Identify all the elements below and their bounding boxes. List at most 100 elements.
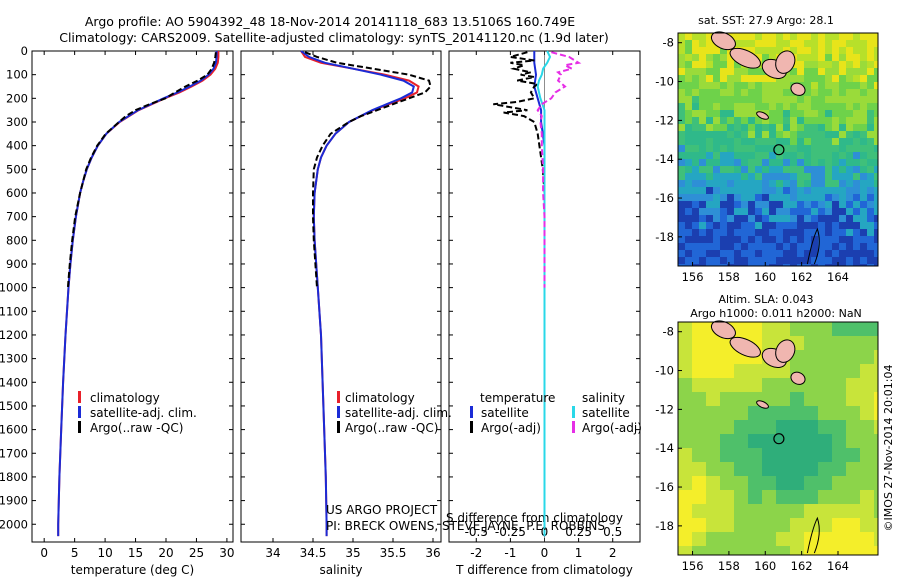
map-cell: [797, 61, 804, 68]
map-cell: [846, 117, 853, 124]
map-cell: [804, 131, 811, 138]
map-cell: [776, 124, 783, 131]
map-cell: [720, 194, 727, 201]
map-cell: [685, 222, 692, 229]
map-cell: [762, 201, 769, 208]
map-cell: [818, 173, 825, 180]
map-cell: [734, 68, 741, 75]
map-cell: [804, 322, 818, 336]
map-cell: [804, 40, 811, 47]
map-cell: [755, 145, 762, 152]
map-cell: [734, 462, 748, 476]
map-cell: [755, 173, 762, 180]
map-cell: [783, 124, 790, 131]
map-cell: [832, 504, 846, 518]
map-cell: [678, 96, 685, 103]
map-cell: [699, 229, 706, 236]
x-tick-label: 10: [97, 546, 112, 560]
x-axis-label: salinity: [319, 563, 362, 577]
legend-item: climatology: [345, 391, 415, 405]
map-cell: [762, 159, 769, 166]
reef-contour: [806, 516, 820, 554]
map-cell: [853, 103, 860, 110]
map-cell: [811, 124, 818, 131]
map-cell: [678, 264, 685, 266]
map-cell: [699, 89, 706, 96]
map-cell: [699, 40, 706, 47]
map-cell: [748, 420, 762, 434]
map-cell: [678, 152, 685, 159]
map-cell: [706, 103, 713, 110]
map-cell: [734, 131, 741, 138]
map-cell: [699, 138, 706, 145]
map-cell: [748, 406, 762, 420]
map-cell: [804, 532, 818, 546]
map-cell: [874, 117, 878, 124]
map-cell: [860, 75, 867, 82]
map-cell: [734, 152, 741, 159]
map-cell: [853, 96, 860, 103]
map-cell: [867, 166, 874, 173]
map-cell: [832, 40, 839, 47]
map-cell: [832, 82, 839, 89]
pi-label: PI: BRECK OWENS, STEVE JAYNE, P.E. ROBBI…: [326, 519, 605, 533]
map-cell: [734, 448, 748, 462]
map-cell: [874, 350, 878, 364]
map-cell: [825, 215, 832, 222]
map-lat-label: -14: [655, 441, 674, 455]
map-cell: [741, 40, 748, 47]
map-cell: [706, 462, 720, 476]
map-cell: [818, 392, 832, 406]
map-cell: [734, 187, 741, 194]
map-cell: [678, 322, 692, 336]
map-cell: [692, 117, 699, 124]
map-cell: [727, 152, 734, 159]
map-cell: [706, 124, 713, 131]
map-cell: [839, 82, 846, 89]
map-cell: [776, 448, 790, 462]
map-cell: [860, 40, 867, 47]
map-cell: [846, 378, 860, 392]
map-cell: [720, 68, 727, 75]
map-cell: [678, 68, 685, 75]
map-cell: [846, 392, 860, 406]
map-cell: [769, 110, 776, 117]
map-cell: [685, 159, 692, 166]
map-cell: [867, 145, 874, 152]
map-cell: [727, 54, 734, 61]
map-cell: [727, 131, 734, 138]
map-cell: [699, 131, 706, 138]
map-cell: [853, 257, 860, 264]
map-cell: [811, 187, 818, 194]
map-cell: [846, 257, 853, 264]
map-cell: [769, 243, 776, 250]
map-cell: [853, 61, 860, 68]
map-cell: [748, 504, 762, 518]
map-cell: [818, 68, 825, 75]
map-cell: [804, 462, 818, 476]
map-cell: [776, 222, 783, 229]
map-cell: [734, 145, 741, 152]
map-cell: [734, 504, 748, 518]
temperature-legend: climatology satellite-adj. clim. Argo(..…: [78, 391, 197, 435]
map-cell: [755, 124, 762, 131]
legend-swatch-sal-argo: [572, 421, 575, 433]
map-cell: [762, 532, 776, 546]
map-cell: [783, 96, 790, 103]
map-cell: [825, 68, 832, 75]
map-cell: [874, 476, 878, 490]
map-cell: [692, 434, 706, 448]
map-cell: [783, 215, 790, 222]
map-cell: [776, 476, 790, 490]
map-cell: [860, 124, 867, 131]
map-cell: [825, 124, 832, 131]
map-cell: [860, 257, 867, 264]
map-cell: [846, 40, 853, 47]
map-cell: [832, 145, 839, 152]
map-lat-label: -10: [655, 75, 674, 89]
map-cell: [825, 138, 832, 145]
map-cell: [832, 47, 839, 54]
map-cell: [685, 145, 692, 152]
map-lat-label: -18: [655, 230, 674, 244]
map-cell: [713, 75, 720, 82]
